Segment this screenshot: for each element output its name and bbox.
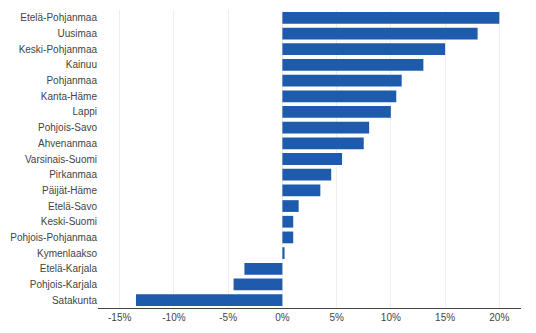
svg-text:Päijät-Häme: Päijät-Häme bbox=[42, 185, 97, 196]
svg-text:Etelä-Karjala: Etelä-Karjala bbox=[40, 263, 98, 274]
svg-text:Kymenlaakso: Kymenlaakso bbox=[37, 248, 97, 259]
svg-text:Pirkanmaa: Pirkanmaa bbox=[49, 169, 97, 180]
svg-text:Lappi: Lappi bbox=[73, 106, 97, 117]
svg-text:0%: 0% bbox=[275, 312, 290, 323]
svg-text:Keski-Pohjanmaa: Keski-Pohjanmaa bbox=[19, 44, 98, 55]
svg-text:Pohjanmaa: Pohjanmaa bbox=[46, 75, 97, 86]
svg-text:Kanta-Häme: Kanta-Häme bbox=[41, 91, 98, 102]
svg-text:-15%: -15% bbox=[108, 312, 131, 323]
svg-text:Varsinais-Suomi: Varsinais-Suomi bbox=[25, 154, 97, 165]
svg-text:-10%: -10% bbox=[162, 312, 185, 323]
svg-text:Satakunta: Satakunta bbox=[52, 295, 97, 306]
svg-text:Keski-Suomi: Keski-Suomi bbox=[41, 216, 97, 227]
svg-text:Pohjois-Pohjanmaa: Pohjois-Pohjanmaa bbox=[10, 232, 97, 243]
svg-text:15%: 15% bbox=[435, 312, 455, 323]
svg-text:-5%: -5% bbox=[219, 312, 237, 323]
svg-text:10%: 10% bbox=[381, 312, 401, 323]
svg-text:Pohjois-Karjala: Pohjois-Karjala bbox=[30, 279, 98, 290]
svg-text:Kainuu: Kainuu bbox=[66, 59, 97, 70]
svg-text:Pohjois-Savo: Pohjois-Savo bbox=[38, 122, 97, 133]
svg-text:Etelä-Pohjanmaa: Etelä-Pohjanmaa bbox=[20, 12, 97, 23]
svg-text:Ahvenanmaa: Ahvenanmaa bbox=[38, 138, 97, 149]
svg-text:Etelä-Savo: Etelä-Savo bbox=[48, 201, 97, 212]
svg-text:20%: 20% bbox=[489, 312, 509, 323]
svg-text:Uusimaa: Uusimaa bbox=[58, 28, 98, 39]
svg-text:5%: 5% bbox=[329, 312, 344, 323]
